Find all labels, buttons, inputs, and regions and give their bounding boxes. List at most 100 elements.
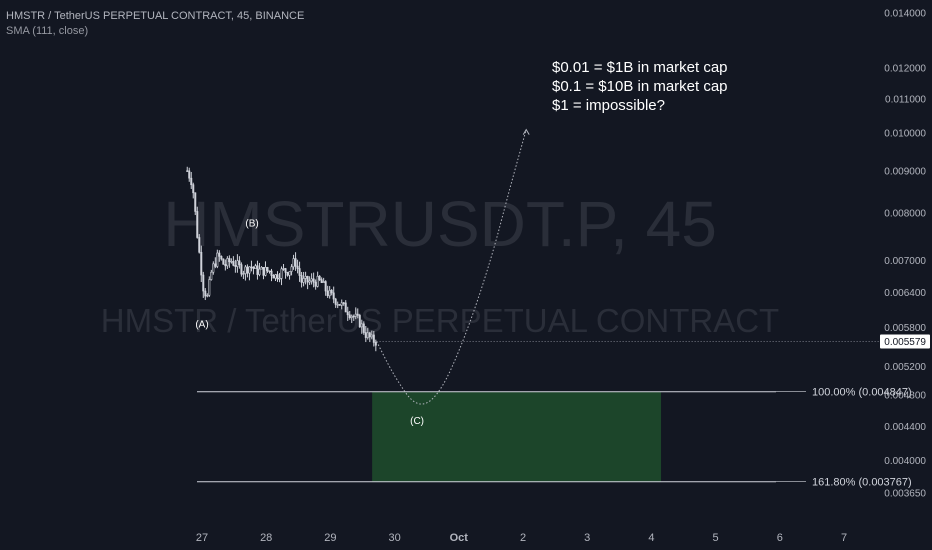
candle-body-29 bbox=[244, 266, 247, 274]
symbol-title[interactable]: HMSTR / TetherUS PERPETUAL CONTRACT, 45,… bbox=[6, 10, 305, 22]
price-axis[interactable]: 0.014000 0.012000 0.011000 0.010000 0.009000… bbox=[884, 9, 926, 500]
candle-body-82 bbox=[350, 315, 353, 319]
candle-body-83 bbox=[352, 315, 355, 318]
fib-label-1: 161.80% (0.003767) bbox=[812, 477, 912, 489]
candle-body-67 bbox=[320, 279, 323, 283]
candle-body-39 bbox=[264, 267, 267, 276]
watermark-symbol: HMSTRUSDT.P, 45 bbox=[163, 188, 717, 260]
candle-body-48 bbox=[282, 268, 285, 270]
candle-body-65 bbox=[316, 275, 319, 287]
candle-body-84 bbox=[354, 313, 357, 317]
candle-body-37 bbox=[260, 267, 263, 270]
x-tick-3: 30 bbox=[388, 532, 400, 544]
candle-body-53 bbox=[292, 258, 295, 268]
watermark-description: HMSTR / TetherUS PERPETUAL CONTRACT bbox=[101, 302, 779, 339]
candle-body-16 bbox=[218, 252, 221, 257]
candle-body-94 bbox=[374, 342, 377, 346]
candle-body-17 bbox=[220, 256, 223, 260]
last-price-value: 0.005579 bbox=[884, 337, 926, 348]
candle-body-23 bbox=[232, 261, 235, 266]
y-tick-8: 0.005800 bbox=[884, 323, 926, 334]
y-tick-2: 0.011000 bbox=[885, 95, 926, 106]
y-tick-11: 0.004400 bbox=[884, 422, 926, 433]
candle-body-7 bbox=[200, 251, 203, 276]
candle-body-47 bbox=[280, 268, 283, 279]
candle-body-6 bbox=[198, 237, 201, 253]
candle-body-66 bbox=[318, 275, 321, 280]
candle-body-24 bbox=[234, 265, 237, 267]
y-tick-12: 0.004000 bbox=[884, 456, 926, 467]
time-axis[interactable]: 27 28 29 30 Oct 2 3 4 5 6 7 bbox=[196, 532, 847, 544]
target-zone-rect bbox=[372, 391, 662, 482]
candle-body-60 bbox=[306, 275, 309, 283]
candle-body-20 bbox=[226, 258, 229, 267]
wave-label-1: (B) bbox=[245, 218, 258, 229]
candle-body-27 bbox=[240, 264, 243, 275]
x-tick-10: 7 bbox=[841, 532, 847, 544]
x-tick-4: Oct bbox=[450, 532, 469, 544]
indicator-legend[interactable]: SMA (111, close) bbox=[6, 25, 89, 37]
candle-body-15 bbox=[216, 252, 219, 267]
annotation-line-3: $1 = impossible? bbox=[552, 97, 665, 114]
candle-body-91 bbox=[368, 332, 371, 338]
candle-body-19 bbox=[224, 264, 227, 267]
candle-body-28 bbox=[242, 273, 245, 275]
candle-body-42 bbox=[270, 270, 273, 276]
candle-body-72 bbox=[330, 290, 333, 294]
y-tick-0: 0.014000 bbox=[884, 9, 926, 20]
candle-body-45 bbox=[276, 274, 279, 280]
candle-body-59 bbox=[304, 275, 307, 279]
y-tick-9: 0.005200 bbox=[884, 362, 926, 373]
candle-body-77 bbox=[340, 302, 343, 306]
x-tick-7: 4 bbox=[648, 532, 654, 544]
candle-body-8 bbox=[202, 274, 205, 292]
candle-body-41 bbox=[268, 270, 271, 273]
candle-body-18 bbox=[222, 258, 225, 265]
y-tick-4: 0.009000 bbox=[884, 166, 926, 177]
candle-body-30 bbox=[246, 266, 249, 274]
candle-body-31 bbox=[248, 266, 251, 274]
candle-body-70 bbox=[326, 290, 329, 297]
candle-body-1 bbox=[188, 170, 191, 179]
candle-body-11 bbox=[208, 279, 211, 296]
wave-label-0: (A) bbox=[195, 320, 208, 331]
candle-body-35 bbox=[256, 265, 259, 275]
candle-body-55 bbox=[296, 265, 299, 269]
candle-body-4 bbox=[194, 192, 197, 212]
y-tick-10: 0.004800 bbox=[884, 391, 926, 402]
candle-body-64 bbox=[314, 281, 317, 287]
candle-body-68 bbox=[322, 281, 325, 283]
projection-arrowhead bbox=[522, 128, 530, 135]
candle-body-90 bbox=[366, 332, 369, 338]
candle-body-76 bbox=[338, 304, 341, 306]
x-tick-0: 27 bbox=[196, 532, 208, 544]
y-tick-13: 0.003650 bbox=[884, 489, 926, 500]
candle-body-85 bbox=[356, 313, 359, 316]
projection-path bbox=[376, 128, 530, 405]
candle-body-46 bbox=[278, 278, 281, 280]
candle-body-89 bbox=[364, 332, 367, 338]
candle-body-40 bbox=[266, 267, 269, 272]
wave-label-2: (C) bbox=[410, 416, 424, 427]
projection-line bbox=[376, 129, 527, 405]
fib-label-0: 100.00% (0.004847) bbox=[812, 387, 912, 399]
candle-body-69 bbox=[324, 281, 327, 292]
candle-body-75 bbox=[336, 304, 339, 306]
candle-body-78 bbox=[342, 302, 345, 304]
candle-body-12 bbox=[210, 271, 213, 280]
x-tick-2: 29 bbox=[324, 532, 336, 544]
candle-body-93 bbox=[372, 334, 375, 343]
candle-body-57 bbox=[300, 275, 303, 283]
candle-body-88 bbox=[362, 323, 365, 333]
last-price-label: 0.005579 bbox=[376, 334, 930, 349]
candle-body-32 bbox=[250, 266, 253, 268]
candle-body-13 bbox=[212, 263, 215, 273]
target-zone bbox=[372, 391, 662, 482]
wave-labels: (A) (B) (C) bbox=[195, 218, 424, 426]
candle-body-61 bbox=[308, 280, 311, 283]
candle-body-79 bbox=[344, 302, 347, 313]
candle-body-44 bbox=[274, 274, 277, 279]
x-tick-6: 3 bbox=[584, 532, 590, 544]
candle-body-38 bbox=[262, 267, 265, 276]
